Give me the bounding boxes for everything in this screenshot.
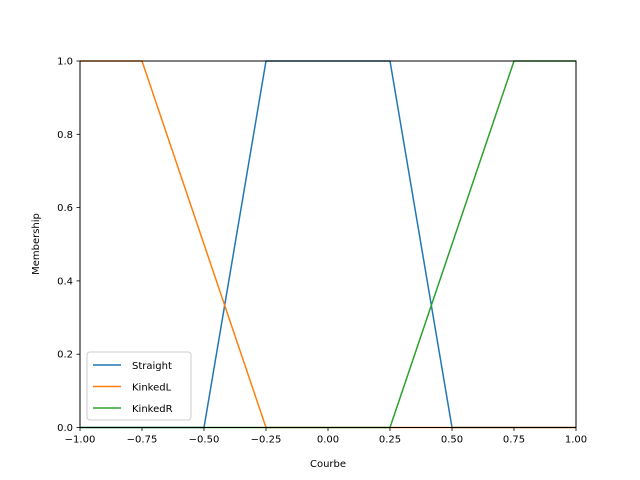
y-tick-label: 0.8 <box>57 130 73 141</box>
legend-box <box>86 351 192 421</box>
x-tick-label: 0.25 <box>379 435 401 446</box>
legend: Straight KinkedL KinkedR <box>86 351 192 421</box>
y-axis-ticks: 0.0 0.2 0.4 0.6 0.8 1.0 <box>57 57 80 434</box>
y-tick-label: 0.2 <box>57 350 73 361</box>
y-tick-label: 1.0 <box>57 57 73 68</box>
y-axis-label: Membership <box>31 213 42 275</box>
y-tick-label: 0.4 <box>57 276 73 287</box>
x-tick-label: −0.50 <box>189 435 220 446</box>
x-tick-label: 0.00 <box>317 435 339 446</box>
x-tick-label: 0.50 <box>441 435 463 446</box>
x-tick-label: −0.25 <box>251 435 282 446</box>
x-axis-ticks: −1.00 −0.75 −0.50 −0.25 0.00 0.25 0.50 0.75 1.00 <box>65 427 587 446</box>
legend-label-kinkedr: KinkedR <box>132 404 173 415</box>
x-axis-label: Courbe <box>310 459 346 470</box>
legend-label-straight: Straight <box>132 361 172 372</box>
x-tick-label: −1.00 <box>65 435 96 446</box>
x-tick-label: −0.75 <box>127 435 158 446</box>
legend-label-kinkedl: KinkedL <box>132 383 172 394</box>
y-tick-label: 0.6 <box>57 203 73 214</box>
x-tick-label: 1.00 <box>565 435 587 446</box>
x-tick-label: 0.75 <box>503 435 525 446</box>
y-tick-label: 0.0 <box>57 423 73 434</box>
